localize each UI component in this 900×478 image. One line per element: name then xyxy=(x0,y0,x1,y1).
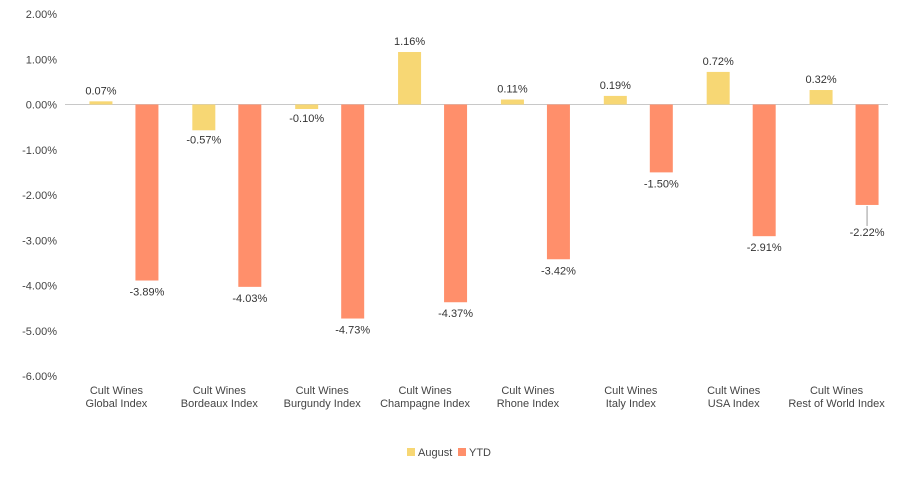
y-tick-label: -4.00% xyxy=(22,281,57,293)
y-axis: 2.00% 1.00% 0.00% -1.00% -2.00% -3.00% -4.00% -… xyxy=(22,9,888,383)
ytd-bar xyxy=(752,104,776,237)
august-data-label: 1.16% xyxy=(394,36,425,48)
august-bar xyxy=(295,104,319,110)
x-category-label: Cult Wines USA Index xyxy=(707,385,761,410)
y-tick-label: -1.00% xyxy=(22,145,57,157)
bars xyxy=(89,52,879,319)
ytd-data-label: -4.03% xyxy=(232,293,267,305)
ytd-data-label: -1.50% xyxy=(644,178,679,190)
august-bar xyxy=(706,71,730,105)
legend: August YTD xyxy=(407,447,491,459)
legend-item-august: August xyxy=(407,447,452,459)
x-category-label: Cult Wines Rhone Index xyxy=(497,385,560,410)
august-data-label: -0.10% xyxy=(289,113,324,125)
y-tick-label: 2.00% xyxy=(26,9,57,21)
y-tick-label: 0.00% xyxy=(26,100,57,112)
ytd-bar xyxy=(341,104,365,319)
x-category-label: Cult Wines Rest of World Index xyxy=(788,385,885,410)
data-labels: 0.07% -3.89% -0.57% -4.03% -0.10% -4.73% 1.16%… xyxy=(85,36,884,337)
legend-swatch xyxy=(407,448,415,456)
x-category-label: Cult Wines Italy Index xyxy=(604,385,658,410)
y-tick-label: -6.00% xyxy=(22,371,57,383)
august-bar xyxy=(809,90,833,105)
legend-item-ytd: YTD xyxy=(458,447,491,459)
ytd-data-label: -4.37% xyxy=(438,308,473,320)
ytd-bar xyxy=(546,104,570,260)
ytd-data-label: -2.22% xyxy=(850,227,885,239)
august-data-label: 0.19% xyxy=(600,80,631,92)
august-data-label: 0.07% xyxy=(85,85,116,97)
legend-label: YTD xyxy=(469,447,491,459)
y-tick-label: -2.00% xyxy=(22,190,57,202)
ytd-data-label: -3.42% xyxy=(541,265,576,277)
x-category-label: Cult Wines Burgundy Index xyxy=(284,385,362,410)
y-tick-label: -3.00% xyxy=(22,235,57,247)
august-data-label: 0.32% xyxy=(805,74,836,86)
august-bar xyxy=(500,99,524,105)
ytd-bar xyxy=(238,104,262,287)
y-tick-label: -5.00% xyxy=(22,326,57,338)
ytd-data-label: -2.91% xyxy=(747,242,782,254)
legend-swatch xyxy=(458,448,466,456)
x-category-label: Cult Wines Champagne Index xyxy=(380,385,470,410)
x-category-label: Cult Wines Global Index xyxy=(86,385,148,410)
y-tick-label: 1.00% xyxy=(26,54,57,66)
x-axis: Cult Wines Global Index Cult Wines Bordeaux… xyxy=(86,385,886,410)
august-bar xyxy=(89,101,113,105)
august-bar xyxy=(398,52,422,105)
x-category-label: Cult Wines Bordeaux Index xyxy=(181,385,259,410)
august-data-label: 0.72% xyxy=(703,56,734,68)
ytd-bar xyxy=(135,104,159,281)
ytd-data-label: -3.89% xyxy=(130,287,165,299)
ytd-data-label: -4.73% xyxy=(335,325,370,337)
legend-label: August xyxy=(418,447,452,459)
august-bar xyxy=(192,104,216,131)
august-data-label: -0.57% xyxy=(186,134,221,146)
ytd-bar xyxy=(444,104,468,303)
august-data-label: 0.11% xyxy=(497,84,528,96)
ytd-bar xyxy=(855,104,879,205)
ytd-bar xyxy=(649,104,673,173)
august-bar xyxy=(603,95,627,105)
